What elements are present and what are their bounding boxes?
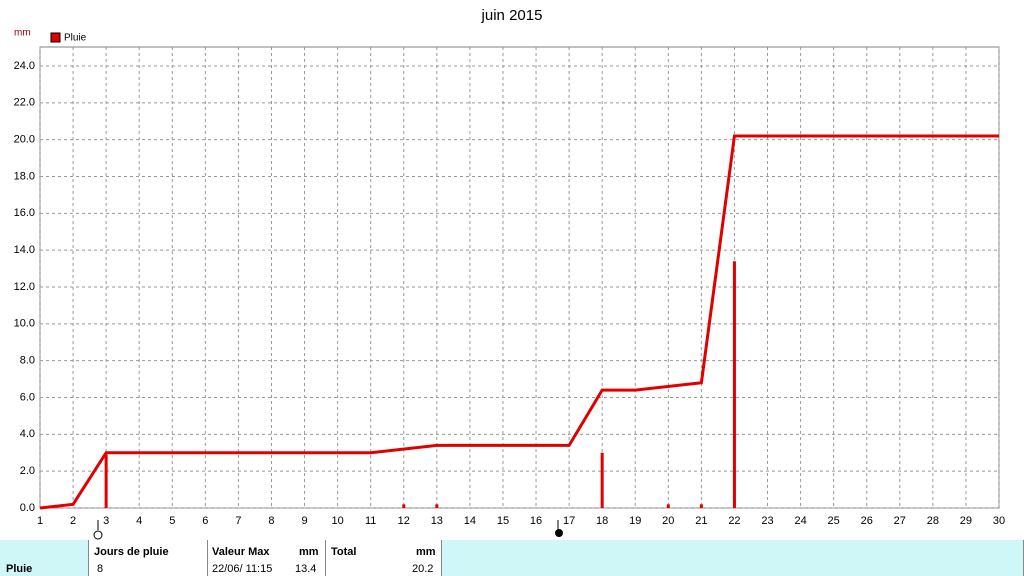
y-tick-label: 2.0	[20, 465, 35, 477]
y-tick-label: 10.0	[14, 318, 35, 330]
table-value: 8	[97, 563, 104, 575]
table-cell	[88, 540, 207, 576]
legend-swatch	[50, 32, 61, 43]
table-header: Total	[331, 546, 357, 558]
x-tick-label: 17	[563, 515, 575, 527]
x-tick-label: 1	[37, 515, 43, 527]
table-cell	[441, 540, 1024, 576]
table-value: 22/06/ 11:15	[212, 563, 273, 575]
x-tick-label: 12	[398, 515, 410, 527]
y-tick-label: 8.0	[20, 355, 35, 367]
table-cell	[0, 540, 88, 576]
x-tick-label: 16	[530, 515, 542, 527]
y-tick-label: 20.0	[14, 134, 35, 146]
chart: juin 2015 mm Pluie 0.02.04.06.08.010.012…	[14, 7, 1005, 540]
y-unit: mm	[14, 28, 31, 39]
x-tick-label: 2	[70, 515, 76, 527]
x-tick-label: 26	[861, 515, 873, 527]
chart-title: juin 2015	[481, 7, 543, 24]
table-header: mm	[416, 546, 436, 558]
y-tick-label: 0.0	[20, 502, 35, 514]
x-tick-label: 11	[365, 515, 376, 527]
y-tick-label: 14.0	[14, 244, 35, 256]
moon-icon	[555, 529, 563, 537]
y-tick-label: 24.0	[14, 60, 35, 72]
table-cell	[207, 540, 325, 576]
x-tick-label: 25	[828, 515, 840, 527]
x-tick-label: 14	[464, 515, 476, 527]
table-header: Valeur Max	[212, 546, 270, 558]
y-tick-label: 12.0	[14, 281, 35, 293]
x-tick-label: 20	[662, 515, 674, 527]
y-tick-label: 16.0	[14, 207, 35, 219]
x-tick-label: 4	[136, 515, 142, 527]
x-tick-label: 27	[894, 515, 906, 527]
x-tick-label: 13	[431, 515, 443, 527]
cumulative-line	[39, 134, 999, 510]
table-header: Jours de pluie	[94, 546, 169, 558]
x-tick-label: 7	[235, 515, 241, 527]
plot-frame	[39, 46, 1000, 509]
legend-label: Pluie	[64, 33, 87, 44]
table-cell	[325, 540, 441, 576]
y-tick-label: 6.0	[20, 391, 35, 403]
y-tick-label: 4.0	[20, 428, 35, 440]
y-tick-label: 18.0	[14, 170, 35, 182]
x-tick-label: 5	[169, 515, 175, 527]
moon-icon	[93, 530, 103, 540]
x-tick-label: 8	[268, 515, 274, 527]
x-tick-label: 29	[960, 515, 972, 527]
x-tick-label: 21	[695, 515, 707, 527]
x-tick-label: 24	[794, 515, 806, 527]
x-tick-label: 28	[927, 515, 939, 527]
x-tick-label: 9	[301, 515, 307, 527]
x-tick-label: 10	[331, 515, 343, 527]
x-tick-label: 23	[761, 515, 773, 527]
x-tick-label: 6	[202, 515, 208, 527]
table-row-label: Pluie	[6, 563, 33, 575]
x-tick-label: 22	[728, 515, 740, 527]
x-tick-label: 19	[629, 515, 641, 527]
x-tick-label: 30	[993, 515, 1005, 527]
x-tick-label: 3	[103, 515, 109, 527]
table-value: 13.4	[295, 563, 317, 575]
table-header: mm	[299, 546, 319, 558]
y-tick-label: 22.0	[14, 97, 35, 109]
table-value: 20.2	[412, 563, 434, 575]
x-tick-label: 18	[596, 515, 608, 527]
x-tick-label: 15	[497, 515, 509, 527]
